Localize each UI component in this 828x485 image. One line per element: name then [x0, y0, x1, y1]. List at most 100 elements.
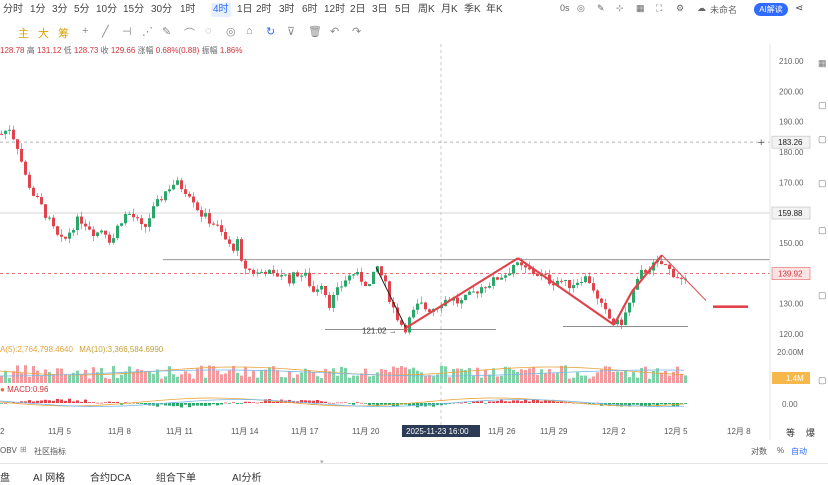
side-expand-icon[interactable]: ▦ — [818, 58, 827, 68]
percent-scale-toggle[interactable]: % — [777, 446, 785, 455]
candle-body — [608, 309, 611, 319]
side-list-icon[interactable]: ▢ — [818, 134, 827, 144]
timeframe-9[interactable]: 1日 — [237, 4, 253, 15]
trend-line-icon[interactable]: ╱ — [102, 26, 109, 38]
candle-body — [164, 191, 167, 201]
side-layers-icon[interactable]: ▢ — [818, 225, 827, 235]
timeframe-3[interactable]: 5分 — [74, 4, 90, 15]
timeframe-10[interactable]: 2时 — [256, 4, 272, 15]
bottom-tab-1[interactable]: AI 网格 — [33, 473, 66, 484]
big-order-toggle[interactable]: 大 — [38, 28, 49, 40]
bottom-tab-2[interactable]: 合约DCA — [90, 473, 132, 484]
replay-speed[interactable]: 0s — [560, 3, 570, 13]
layout-icon[interactable]: ☁ — [697, 3, 706, 13]
ai-interpret-button[interactable]: AI解读 — [754, 3, 788, 16]
text-icon[interactable]: ◌ — [205, 25, 212, 37]
candle-body — [176, 180, 179, 185]
community-indicator-tab[interactable]: 社区指标 — [34, 447, 66, 456]
y-tick-3: 180.00 — [779, 148, 804, 157]
chip-toggle[interactable]: 筹 — [58, 28, 69, 40]
obv-tab[interactable]: OBV — [0, 446, 17, 455]
macd-bar — [564, 402, 567, 404]
timeframe-7[interactable]: 1时 — [180, 4, 196, 15]
timeframe-12[interactable]: 6时 — [302, 4, 318, 15]
wait-toggle[interactable]: 等 — [786, 428, 796, 438]
filter-icon[interactable]: ⊽ — [287, 26, 296, 38]
timeframe-15[interactable]: 3日 — [372, 4, 388, 15]
candle-body — [512, 264, 515, 274]
timeframe-2[interactable]: 3分 — [52, 4, 68, 15]
horizontal-line-icon[interactable]: ⊣ — [122, 26, 132, 38]
candle-body — [576, 282, 579, 286]
timeframe-17[interactable]: 周K — [418, 4, 435, 15]
timeframe-1[interactable]: 1分 — [30, 4, 46, 15]
trash-icon[interactable]: 🗑 — [308, 26, 322, 38]
macd-bar — [556, 402, 559, 403]
timeframe-18[interactable]: 月K — [441, 4, 458, 15]
macd-bar — [500, 399, 503, 403]
timeframe-16[interactable]: 5日 — [395, 4, 411, 15]
candle-body — [396, 307, 399, 321]
undo-icon[interactable]: ↶ — [330, 26, 340, 38]
auto-scale-toggle[interactable]: 自动 — [791, 447, 807, 456]
edit-icon[interactable]: ✎ — [597, 3, 605, 13]
timeframe-6[interactable]: 30分 — [151, 4, 173, 15]
cursor-icon[interactable]: + — [82, 25, 89, 37]
timeframe-4[interactable]: 10分 — [96, 4, 118, 15]
volume-bar — [672, 371, 675, 383]
bottom-tab-3[interactable]: 组合下单 — [156, 473, 196, 484]
pencil-icon[interactable]: ✎ — [162, 26, 172, 38]
volume-bar — [116, 377, 119, 383]
side-calendar-icon[interactable]: ▢ — [818, 178, 827, 188]
volume-bar — [316, 376, 319, 383]
timeframe-11[interactable]: 3时 — [279, 4, 295, 15]
candle-body — [24, 161, 27, 175]
magnet-icon[interactable]: ◎ — [226, 26, 236, 38]
candle-body — [200, 210, 203, 217]
candle-body — [220, 225, 223, 232]
side-bell-icon[interactable]: ▢ — [818, 290, 827, 300]
candle-body — [204, 213, 207, 217]
macd-bar — [108, 401, 111, 403]
x-tick-9: 12月 2 — [602, 427, 626, 436]
candle-body — [412, 309, 415, 318]
camera-icon[interactable]: ◎ — [577, 3, 585, 13]
redo-icon[interactable]: ↷ — [352, 26, 362, 38]
volume-bar — [196, 368, 199, 383]
side-chat-icon[interactable]: ▢ — [818, 375, 827, 385]
timeframe-8[interactable]: 4时 — [211, 3, 231, 17]
lock-icon[interactable]: ⌂ — [246, 25, 253, 37]
fullscreen-icon[interactable]: ⛶ — [656, 3, 663, 13]
macd-bar — [300, 400, 303, 403]
macd-bar — [340, 402, 343, 404]
bottom-tab-4[interactable]: AI分析 — [232, 473, 262, 484]
grid-icon[interactable]: ▦ — [636, 3, 645, 13]
magic-icon[interactable]: ↻ — [266, 26, 276, 38]
collapse-handle[interactable]: ▾ — [320, 458, 324, 466]
ruler-icon[interactable]: ⌒ — [184, 28, 195, 40]
timeframe-14[interactable]: 2日 — [350, 4, 366, 15]
main-chart-toggle[interactable]: 主 — [18, 28, 29, 40]
settings-icon[interactable]: ⚙ — [676, 3, 685, 13]
bottom-tab-0[interactable]: 盘 — [0, 473, 10, 484]
sidebar-toggle-icon[interactable]: ⊞ — [20, 445, 27, 454]
channel-icon[interactable]: ⋰ — [142, 26, 153, 38]
timeframe-19[interactable]: 季K — [464, 4, 481, 15]
timeframe-0[interactable]: 分时 — [3, 4, 23, 15]
candle-body — [520, 262, 523, 266]
side-copy-icon[interactable]: ▢ — [818, 100, 827, 110]
trend-line-1 — [405, 257, 519, 329]
timeframe-20[interactable]: 年K — [486, 4, 503, 15]
kline-chart[interactable]: 121.02 → 20.00M 1.4M 0.00 210.00 200.00 190… — [0, 0, 828, 444]
macd-bar — [352, 403, 355, 405]
layout-name[interactable]: 未命名 — [710, 5, 738, 15]
volume-bar — [536, 374, 539, 383]
indicator-icon[interactable]: ⊹ — [616, 3, 624, 13]
timeframe-13[interactable]: 12时 — [324, 4, 346, 15]
macd-bar — [668, 403, 671, 404]
explode-toggle[interactable]: 爆 — [806, 428, 816, 438]
volume-bar — [104, 377, 107, 383]
log-scale-toggle[interactable]: 对数 — [751, 447, 767, 456]
timeframe-5[interactable]: 15分 — [123, 4, 145, 15]
share-icon[interactable]: ⋖ — [795, 3, 804, 14]
